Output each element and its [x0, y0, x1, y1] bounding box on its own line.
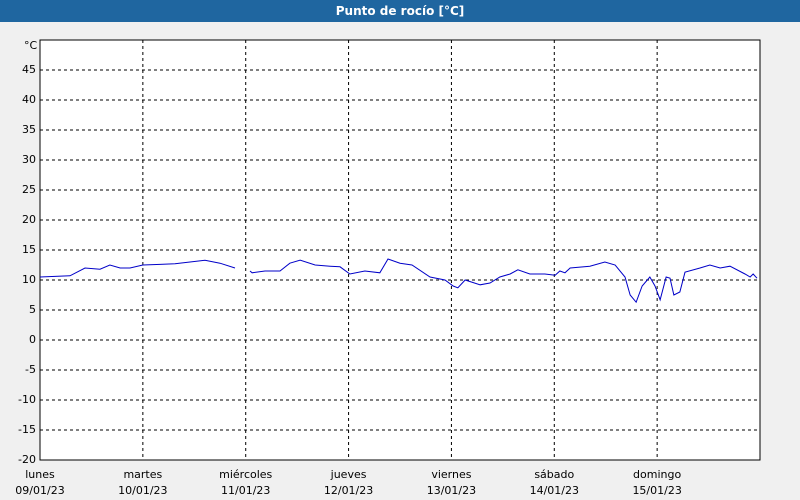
- y-tick-label: 45: [22, 63, 36, 76]
- x-tick-date: 10/01/23: [118, 484, 167, 497]
- y-tick-label: -5: [25, 363, 36, 376]
- y-tick-label: 0: [29, 333, 36, 346]
- x-tick-date: 15/01/23: [632, 484, 681, 497]
- x-tick-label: domingo: [633, 468, 681, 481]
- x-tick-label: viernes: [431, 468, 471, 481]
- y-tick-label: 30: [22, 153, 36, 166]
- x-tick-label: sábado: [534, 468, 574, 481]
- x-tick-label: miércoles: [219, 468, 272, 481]
- x-tick-label: lunes: [25, 468, 55, 481]
- x-tick-label: martes: [123, 468, 162, 481]
- y-unit-label: °C: [24, 39, 38, 52]
- y-tick-label: 35: [22, 123, 36, 136]
- y-tick-label: 10: [22, 273, 36, 286]
- y-tick-label: -20: [18, 453, 36, 466]
- x-tick-date: 09/01/23: [15, 484, 64, 497]
- x-tick-date: 11/01/23: [221, 484, 270, 497]
- x-tick-date: 14/01/23: [530, 484, 579, 497]
- y-tick-label: -15: [18, 423, 36, 436]
- x-tick-label: jueves: [330, 468, 367, 481]
- x-tick-date: 12/01/23: [324, 484, 373, 497]
- y-tick-label: -10: [18, 393, 36, 406]
- x-tick-date: 13/01/23: [427, 484, 476, 497]
- y-tick-label: 40: [22, 93, 36, 106]
- y-tick-label: 15: [22, 243, 36, 256]
- y-tick-label: 25: [22, 183, 36, 196]
- chart-title: Punto de rocío [°C]: [0, 0, 800, 22]
- data-line: [39, 258, 758, 304]
- y-tick-label: 5: [29, 303, 36, 316]
- y-tick-label: 20: [22, 213, 36, 226]
